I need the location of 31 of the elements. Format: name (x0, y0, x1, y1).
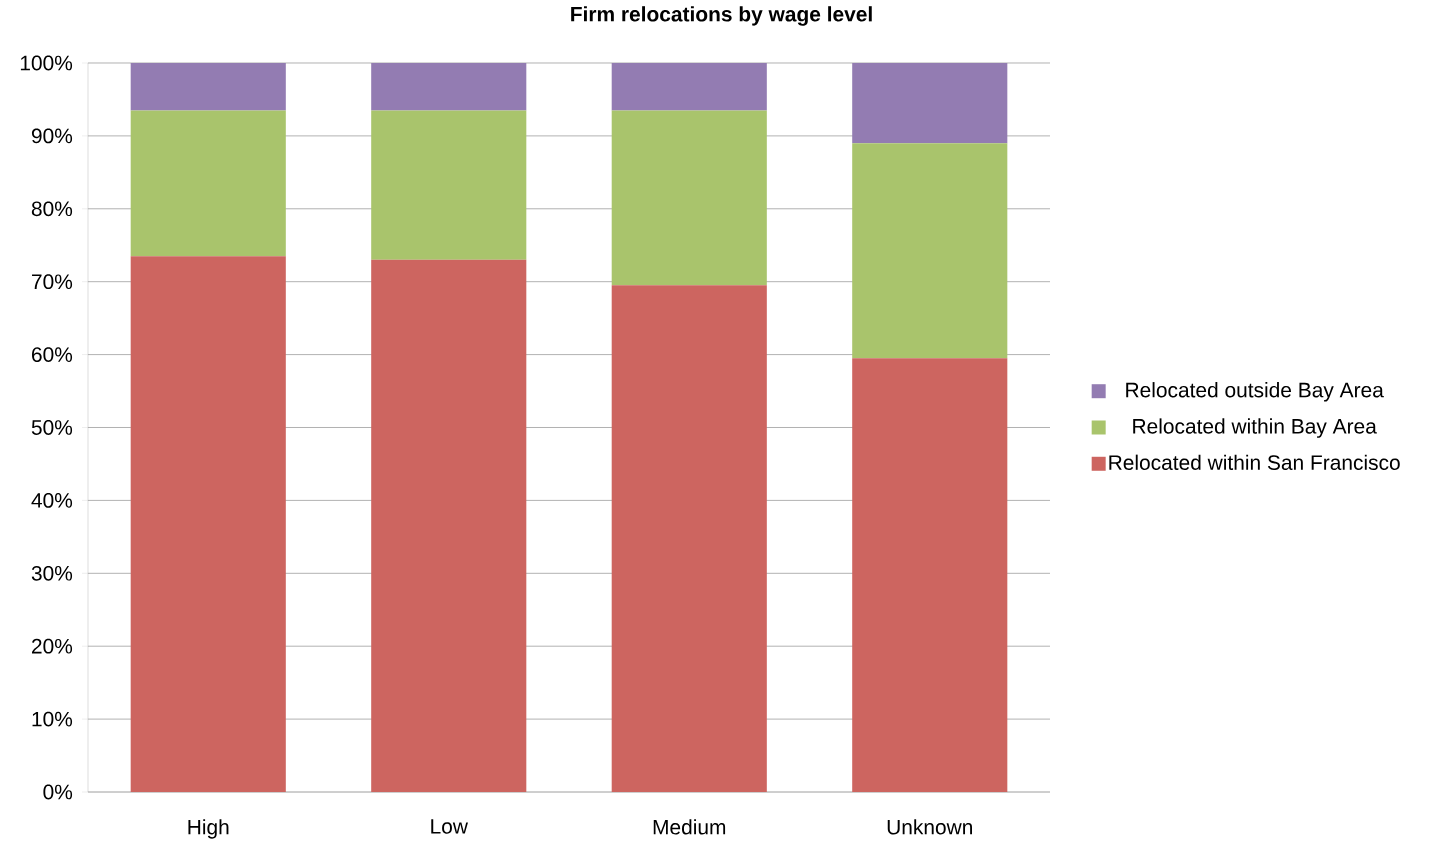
legend-label: Relocated within San Francisco (1109, 454, 1400, 470)
x-tick-label: Medium (653, 819, 726, 835)
bar (371, 110, 527, 260)
bar (130, 62, 286, 111)
x-tick-label: Unknown (887, 819, 972, 835)
y-tick-label: 10% (32, 711, 73, 727)
y-tick-label: 60% (32, 347, 73, 362)
bar (130, 256, 286, 792)
bar (852, 143, 1008, 359)
legend-label: Relocated outside Bay Area (1126, 382, 1384, 402)
bar (130, 110, 286, 257)
y-tick-label: 70% (32, 274, 73, 290)
y-tick-label: 50% (31, 420, 73, 435)
x-tick-label: High (188, 819, 229, 839)
bar (852, 62, 1008, 144)
bar (611, 62, 767, 111)
bar (611, 285, 767, 792)
legend-label: Relocated within Bay Area (1133, 418, 1377, 438)
y-tick-label: 100% (20, 55, 73, 71)
bar (852, 358, 1008, 792)
x-tick-label: Low (431, 819, 468, 834)
bar (371, 259, 527, 792)
bar (611, 110, 767, 286)
chart-title: Firm relocations by wage level (571, 6, 872, 26)
y-tick-label: 40% (31, 492, 73, 508)
y-tick-label: 0% (43, 784, 73, 800)
y-tick-label: 90% (31, 128, 73, 144)
y-tick-label: 80% (31, 201, 73, 217)
bar (371, 62, 527, 111)
y-tick-label: 30% (31, 565, 73, 581)
y-tick-label: 20% (32, 638, 73, 654)
